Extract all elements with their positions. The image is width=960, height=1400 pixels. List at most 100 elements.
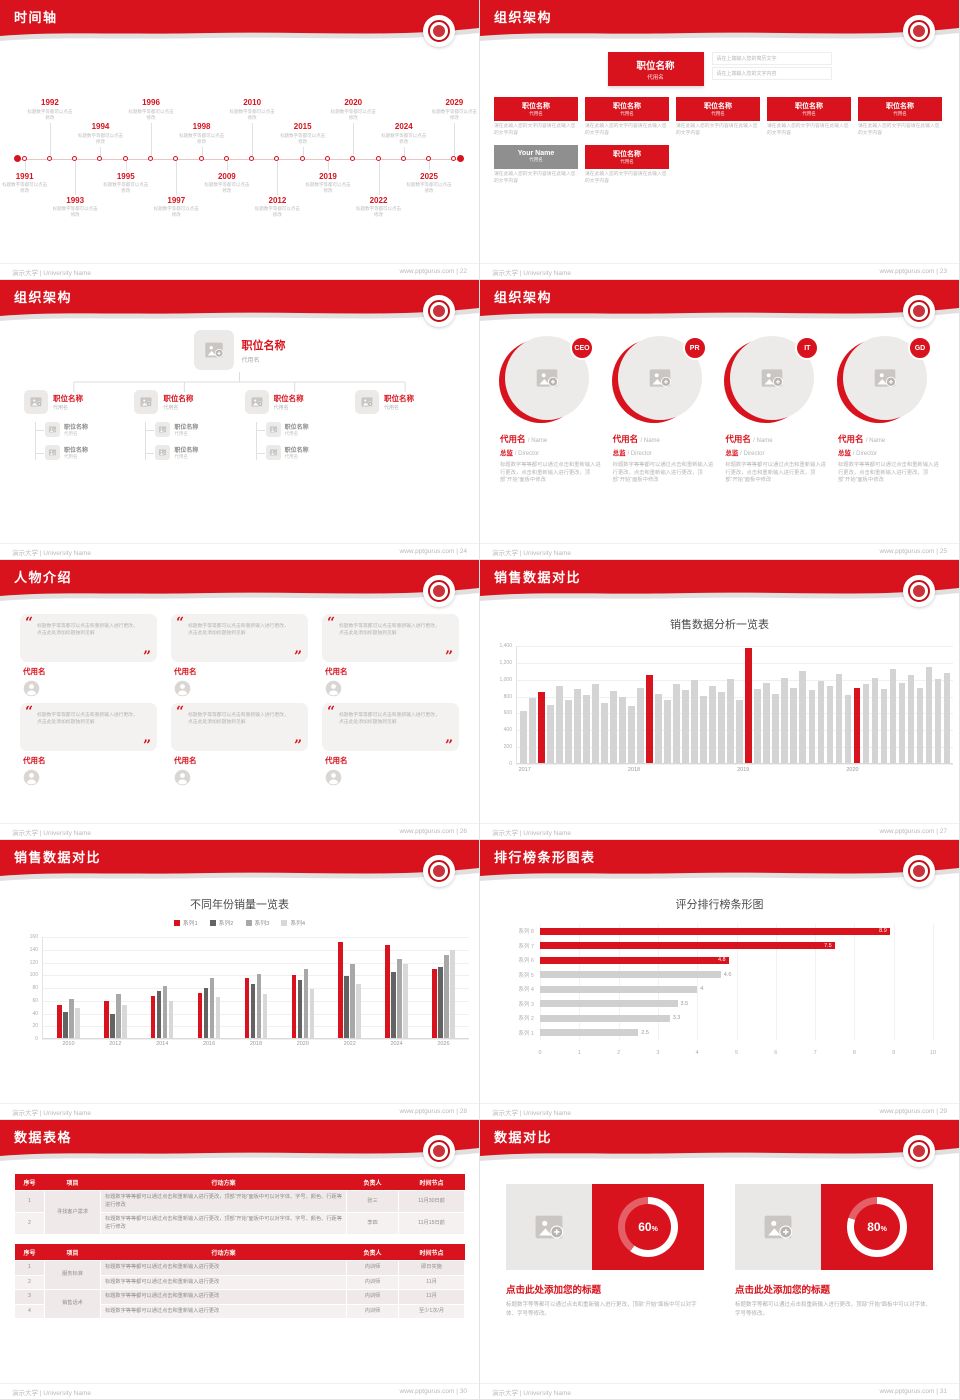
- slide-22-timeline[interactable]: 1991 标题数字等都可以点击修改 1992 标题数字等都可以点击修改 1993 标题数字…: [0, 0, 480, 280]
- slide-26-people-intro[interactable]: “标题数字等等都可以点击和重新输入进行更改，点击此处添加标题独到见解” 代用名 “标…: [0, 560, 480, 840]
- timeline-item[interactable]: 2012 标题数字等都可以点击修改: [254, 196, 300, 218]
- org-subnode[interactable]: 职位名称 代用名: [36, 445, 124, 460]
- bar: [250, 984, 256, 1038]
- x-axis-label: 7: [813, 1050, 817, 1056]
- org-subnode[interactable]: 职位名称 代用名: [146, 422, 234, 437]
- table-row[interactable]: 4 标题数字等等都可以通过点击和重新输入进行更改 内训师 至少1次/月: [14, 1303, 465, 1320]
- footer-site-page-number: www.pptgurus.com | 31: [879, 1388, 947, 1395]
- org-subnode[interactable]: 职位名称 代用名: [256, 445, 345, 460]
- table-header-cell: 序号: [14, 1244, 45, 1261]
- timeline-dot: [299, 155, 305, 161]
- bar-group: 2022: [338, 937, 361, 1047]
- timeline-item[interactable]: 2015 标题数字等都可以点击修改: [280, 122, 326, 144]
- bar: [844, 695, 852, 763]
- timeline-connector: [429, 158, 431, 171]
- org-root-box[interactable]: 职位名称 代用名: [607, 52, 704, 86]
- slide-27-sales-chart[interactable]: 销售数据分析一览表 1,400 1,200 1,000 800 600 400 200 0 201…: [480, 560, 960, 840]
- close-quote-icon: ”: [293, 649, 302, 665]
- org-node[interactable]: 职位名称 代用名: [244, 390, 345, 414]
- person-card[interactable]: GD 代用名 / Name 总监 / Director 标题数字等等都可以通过点击和重…: [836, 336, 939, 543]
- org-node[interactable]: 职位名称 代用名: [24, 390, 124, 414]
- position-name: Your Name: [517, 150, 555, 158]
- timeline-connector: [176, 158, 178, 195]
- timeline-item[interactable]: 1992 标题数字等都可以点击修改: [27, 98, 73, 120]
- timeline-item[interactable]: 2025 标题数字等都可以点击修改: [406, 172, 452, 194]
- timeline-item[interactable]: 2019 标题数字等都可以点击修改: [305, 172, 351, 194]
- comparison-unit[interactable]: 60% 点击此处添加您的标题 标题数字等等都可以通过点击和重新输入进行更改，顶部“开…: [506, 1184, 704, 1383]
- org-subnode[interactable]: 职位名称 代用名: [146, 445, 234, 460]
- org-position-box[interactable]: 职位名称 代用名: [676, 97, 760, 121]
- timeline-item[interactable]: 2029 标题数字等都可以点击修改: [431, 98, 477, 120]
- x-axis-label: 2022: [343, 1041, 356, 1047]
- timeline-item[interactable]: 2009 标题数字等都可以点击修改: [204, 172, 250, 194]
- timeline-item[interactable]: 1998 标题数字等都可以点击修改: [179, 122, 225, 144]
- org-position-box[interactable]: 职位名称 代用名: [585, 97, 669, 121]
- person-quote-card[interactable]: “标题数字等等都可以点击和重新输入进行更改，点击此处添加标题独到见解 ” 代用名: [171, 614, 308, 697]
- slide-29-ranking-chart[interactable]: 评分排行榜条形图 系列 8 8.9 系列 7 7.5 系列 6 4.8 系列 5 4.6 系列 4…: [480, 840, 960, 1120]
- org-node[interactable]: 职位名称 代用名: [134, 390, 234, 414]
- sub-node-group: 职位名称 代用名 职位名称 代用名: [35, 422, 124, 460]
- slide-28-body: 不同年份销量一览表 系列1 系列2 系列3 系列4 160 140 120 100 80 60 40 2…: [0, 886, 479, 1103]
- slide-28-sales-chart[interactable]: 不同年份销量一览表 系列1 系列2 系列3 系列4 160 140 120 100 80 60 40 2…: [0, 840, 480, 1120]
- table-row[interactable]: 3 销售话术 标题数字等等都可以通过点击和重新输入进行更改 内训师 11月: [14, 1289, 465, 1320]
- gridline: [657, 924, 659, 1040]
- person-avatar-icon: [23, 680, 40, 697]
- timeline-dot: [350, 155, 356, 161]
- table-row[interactable]: 1 寻找客户需求 标题数字等等都可以通过点击和重新输入进行更改，顶部“开始”面板中可…: [14, 1189, 465, 1236]
- legend-item: 系列1: [173, 918, 198, 927]
- slide-25-org-people[interactable]: CEO 代用名 / Name 总监 / Director 标题数字等等都可以通过点击和…: [480, 280, 960, 560]
- org-position-box[interactable]: 职位名称 代用名: [585, 144, 669, 169]
- org-node[interactable]: 职位名称 代用名: [354, 390, 455, 414]
- person-card[interactable]: IT 代用名 / Name 总监 / Director 标题数字等等都可以通过点击和重…: [724, 336, 826, 543]
- person-quote-card[interactable]: “标题数字等等都可以点击和重新输入进行更改，点击此处添加标题独到见解 ” 代用名: [20, 703, 157, 786]
- table-row[interactable]: 2 标题数字等等都可以通过点击和重新输入进行更改，顶部“开始”面板中可以对字体、字…: [14, 1212, 465, 1236]
- bar: [297, 979, 303, 1038]
- x-axis-label: 2010: [62, 1041, 75, 1047]
- org-subnode[interactable]: 职位名称 代用名: [256, 422, 345, 437]
- org-position-box[interactable]: 职位名称 代用名: [494, 97, 578, 121]
- bar: [790, 687, 798, 763]
- timeline-item[interactable]: 1997 标题数字等都可以点击修改: [153, 196, 199, 218]
- person-quote-card[interactable]: “标题数字等等都可以点击和重新输入进行更改，点击此处添加标题独到见解 ” 代用名: [322, 614, 459, 697]
- image-placeholder-icon: [30, 397, 42, 407]
- slide-30-data-table[interactable]: 序号 项目 行动方案 负责人 时间节点 1 寻找客户需求 标题数字等等都可以通过点击和重新输入…: [0, 1120, 480, 1400]
- bar: [122, 1005, 127, 1038]
- org-position-box[interactable]: 职位名称 代用名: [858, 97, 942, 121]
- table-row[interactable]: 1 服务标准 标题数字等等都可以通过点击和重新输入进行更改 内训师 即日实施: [14, 1260, 465, 1291]
- image-placeholder-icon: [361, 397, 373, 407]
- timeline-item[interactable]: 1994 标题数字等都可以点击修改: [77, 122, 123, 144]
- university-logo-icon: [903, 295, 935, 327]
- timeline-item[interactable]: 2010 标题数字等都可以点击修改: [229, 98, 275, 120]
- slide-31-data-compare[interactable]: 60% 点击此处添加您的标题 标题数字等等都可以通过点击和重新输入进行更改，顶部“开…: [480, 1120, 960, 1400]
- value-label: 3.5: [680, 1000, 689, 1007]
- timeline-item[interactable]: 1995 标题数字等都可以点击修改: [103, 172, 149, 194]
- slide-23-org-chart[interactable]: 职位名称 代用名 请在上端输入您的简历文字 请在上端输入您的文字内容 职位名称 代用名 请在…: [480, 0, 960, 280]
- table-row[interactable]: 2 标题数字等等都可以通过点击和重新输入进行更改 内训师 11月: [14, 1274, 465, 1291]
- timeline-item[interactable]: 1996 标题数字等都可以点击修改: [128, 98, 174, 120]
- bar: [75, 1007, 80, 1038]
- gridline: [42, 975, 469, 977]
- comparison-unit[interactable]: 80% 点击此处添加您的标题 标题数字等都可以通过点击和重新输入进行更改，顶部“开始…: [735, 1184, 933, 1383]
- timeline-item[interactable]: 2022 标题数字等都可以点击修改: [356, 196, 402, 218]
- image-placeholder-icon: [269, 426, 277, 433]
- person-card[interactable]: CEO 代用名 / Name 总监 / Director 标题数字等等都可以通过点击和…: [499, 336, 601, 543]
- footer-site-page-number: www.pptgurus.com | 27: [879, 828, 947, 835]
- org-subnode[interactable]: 职位名称 代用名: [36, 422, 124, 437]
- org-gray-box[interactable]: Your Name 代用名: [494, 144, 578, 169]
- slide-24-org-tree[interactable]: 职位名称 代用名 职位名称 代用名 职位名称 代用名 职位名称 代用名 职位名称 代用名 职位名称代…: [0, 280, 480, 560]
- timeline-item[interactable]: 2020 标题数字等都可以点击修改: [330, 98, 376, 120]
- timeline-item[interactable]: 1993 标题数字等都可以点击修改: [52, 196, 98, 218]
- timeline-year: 2024: [394, 122, 413, 132]
- bar-group: 2018: [244, 937, 268, 1047]
- person-card[interactable]: PR 代用名 / Name 总监 / Director 标题数字等等都可以通过点击和重…: [611, 336, 714, 543]
- timeline-item[interactable]: 1991 标题数字等都可以点击修改: [2, 172, 48, 194]
- person-quote-card[interactable]: “标题数字等等都可以点击和重新输入进行更改，点击此处添加标题独到见解 ” 代用名: [20, 614, 157, 697]
- timeline-item[interactable]: 2024 标题数字等都可以点击修改: [381, 122, 427, 144]
- org-position-box[interactable]: 职位名称 代用名: [767, 97, 851, 121]
- person-quote-card[interactable]: “标题数字等等都可以点击和重新输入进行更改，点击此处添加标题独到见解 ” 代用名: [171, 703, 308, 786]
- person-quote-card[interactable]: “标题数字等等都可以点击和重新输入进行更改，点击此处添加标题独到见解 ” 代用名: [322, 703, 459, 786]
- table-cell: 2: [14, 1274, 45, 1291]
- bar: [110, 1014, 115, 1038]
- bar: [538, 691, 545, 763]
